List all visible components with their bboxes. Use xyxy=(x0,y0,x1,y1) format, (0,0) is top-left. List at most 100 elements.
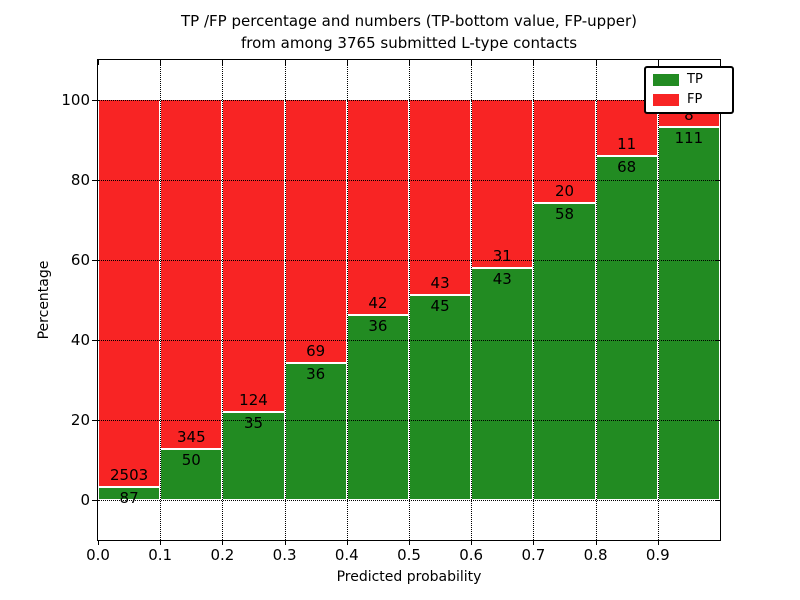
tp-count-label: 87 xyxy=(119,488,139,507)
y-tick-label: 20 xyxy=(70,411,90,429)
tp-count-label: 36 xyxy=(306,364,326,383)
fp-count-label: 345 xyxy=(176,428,206,447)
bar-segment-tp xyxy=(409,295,472,500)
vertical-gridline xyxy=(471,60,473,540)
y-tick-label: 80 xyxy=(70,171,90,189)
chart-title-line1: TP /FP percentage and numbers (TP-bottom… xyxy=(181,12,637,30)
x-tick-label: 0.1 xyxy=(148,546,173,564)
bar-segment-fp xyxy=(284,100,347,363)
fp-count-label: 43 xyxy=(430,274,450,293)
vertical-gridline xyxy=(533,60,535,540)
tp-count-label: 36 xyxy=(368,317,388,336)
x-tick-top xyxy=(595,60,597,65)
x-tick-label: 0.6 xyxy=(459,546,484,564)
x-tick xyxy=(533,540,535,545)
legend-row-tp: TP xyxy=(653,73,725,87)
legend-label-tp: TP xyxy=(687,72,703,87)
bar-segment-fp xyxy=(222,100,285,412)
fp-count-label: 42 xyxy=(368,294,388,313)
y-axis-label: Percentage xyxy=(36,260,52,340)
bar-segment-tp xyxy=(471,267,534,500)
x-tick-top xyxy=(222,60,224,65)
y-tick-right xyxy=(715,500,720,501)
x-tick-label: 0.0 xyxy=(86,546,110,564)
bar-segment-fp xyxy=(346,100,409,316)
y-tick-label: 60 xyxy=(70,251,90,269)
x-tick xyxy=(595,540,597,545)
y-tick xyxy=(92,420,97,421)
vertical-gridline xyxy=(346,60,348,540)
x-tick xyxy=(346,540,348,545)
vertical-gridline xyxy=(657,60,659,540)
y-tick xyxy=(92,500,97,501)
x-tick-top xyxy=(346,60,348,65)
vertical-gridline xyxy=(595,60,597,540)
x-tick xyxy=(284,540,286,545)
vertical-gridline xyxy=(284,60,286,540)
x-tick-top xyxy=(160,60,162,65)
legend-label-fp: FP xyxy=(687,92,703,107)
legend: TP FP xyxy=(644,66,734,114)
y-tick xyxy=(92,260,97,261)
fp-swatch-icon xyxy=(653,94,679,106)
legend-row-fp: FP xyxy=(653,93,725,107)
x-tick xyxy=(471,540,473,545)
y-tick-right xyxy=(715,420,720,421)
fp-count-label: 20 xyxy=(554,181,575,200)
x-tick-label: 0.3 xyxy=(272,546,297,564)
fp-count-label: 31 xyxy=(492,246,512,265)
bar-segment-tp xyxy=(160,449,223,500)
y-tick-right xyxy=(715,180,720,181)
fp-count-label: 69 xyxy=(306,341,326,360)
fp-count-label: 2503 xyxy=(110,465,149,484)
bar-segment-fp xyxy=(409,100,472,296)
x-tick-top xyxy=(657,60,659,65)
y-tick-label: 100 xyxy=(61,91,90,109)
x-axis-label: Predicted probability xyxy=(336,569,482,585)
bar-segment-tp xyxy=(657,126,720,500)
x-tick-top xyxy=(98,60,99,65)
tp-count-label: 68 xyxy=(617,157,637,176)
x-tick-top xyxy=(409,60,410,65)
vertical-gridline xyxy=(160,60,162,540)
x-tick-label: 0.8 xyxy=(583,546,608,564)
bar-segment-tp xyxy=(284,362,347,500)
tp-swatch-icon xyxy=(653,74,679,86)
y-tick-label: 40 xyxy=(70,331,90,349)
chart-title-line2: from among 3765 submitted L-type contact… xyxy=(240,34,578,52)
bar-segment-tp xyxy=(222,411,285,500)
bar-segment-fp xyxy=(98,100,161,487)
plot-area: 2503 87 345 50 124 35 69 36 42 36 43 45 31 43 20 58 11 68… xyxy=(92,59,721,545)
x-tick xyxy=(160,540,162,545)
x-tick xyxy=(98,540,99,545)
vertical-gridline xyxy=(409,60,410,540)
tp-count-label: 43 xyxy=(492,269,512,288)
x-tick xyxy=(657,540,659,545)
x-tick xyxy=(222,540,224,545)
fp-count-label: 8 xyxy=(684,105,694,124)
x-tick-label: 0.5 xyxy=(397,546,421,564)
bar-segment-tp xyxy=(533,202,596,500)
fp-count-label: 11 xyxy=(617,134,637,153)
y-tick-right xyxy=(715,260,720,261)
x-tick-top xyxy=(533,60,535,65)
x-tick-label: 0.9 xyxy=(645,546,670,564)
tp-count-label: 45 xyxy=(430,297,450,316)
bar-segment-tp xyxy=(98,486,161,500)
bar-segment-fp xyxy=(471,100,534,268)
tp-count-label: 35 xyxy=(243,413,264,432)
y-tick xyxy=(92,100,97,101)
bar-segment-tp xyxy=(595,155,658,500)
y-tick-right xyxy=(715,340,720,341)
x-tick-top xyxy=(284,60,286,65)
vertical-gridline xyxy=(222,60,224,540)
bar-segment-fp xyxy=(533,100,596,203)
tp-count-label: 50 xyxy=(181,451,201,470)
fp-count-label: 124 xyxy=(239,390,268,409)
y-tick-label: 0 xyxy=(80,491,90,509)
x-tick-label: 0.7 xyxy=(521,546,546,564)
bar-segment-fp xyxy=(160,100,223,450)
x-tick-top xyxy=(471,60,473,65)
tp-count-label: 58 xyxy=(554,204,575,223)
